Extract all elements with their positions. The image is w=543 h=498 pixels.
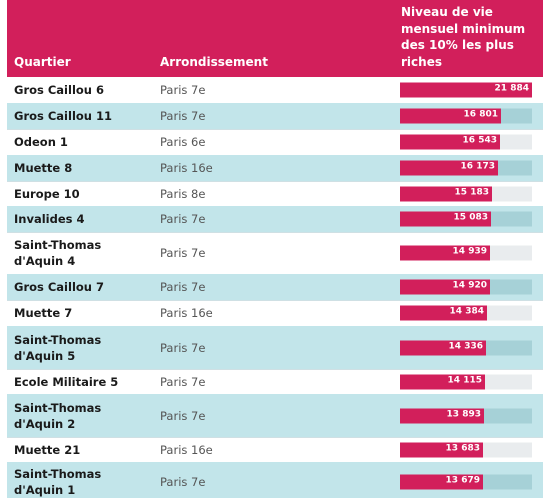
bar-fill: 21 884 [400, 82, 532, 98]
bar-fill: 14 115 [400, 374, 485, 389]
cell-quartier: Saint-Thomas d'Aquin 4 [14, 238, 102, 268]
bar-track: 16 801 [400, 108, 532, 124]
cell-quartier: Saint-Thomas d'Aquin 2 [14, 400, 102, 431]
cell-arrondissement: Paris 16e [160, 306, 213, 320]
cell-quartier: Muette 8 [14, 161, 73, 175]
table-row: Muette 7 Paris 16e 14 384 [7, 300, 543, 327]
cell-quartier: Saint-Thomas d'Aquin 1 [14, 467, 102, 497]
bar-fill: 15 083 [400, 211, 491, 227]
cell-quartier: Europe 10 [14, 186, 80, 201]
bar-value-label: 14 384 [449, 306, 484, 317]
table-row: Invalides 4 Paris 7e 15 083 [7, 206, 543, 233]
column-header-quartier[interactable]: Quartier [14, 55, 71, 69]
table-row: Saint-Thomas d'Aquin 5 Paris 7e 14 336 [7, 326, 543, 370]
cell-arrondissement: Paris 7e [160, 280, 206, 294]
cell-arrondissement: Paris 7e [160, 408, 206, 423]
table-row: Saint-Thomas d'Aquin 1 Paris 7e 13 679 [7, 462, 543, 498]
bar-track: 14 384 [400, 305, 532, 321]
bar-track: 14 920 [400, 279, 532, 295]
table-row: Gros Caillou 6 Paris 7e 21 884 [7, 77, 543, 104]
bar-fill: 13 679 [400, 474, 483, 490]
bar-fill: 13 683 [400, 442, 483, 457]
cell-arrondissement: Paris 7e [160, 83, 206, 97]
cell-arrondissement: Paris 7e [160, 109, 206, 123]
bar-fill: 13 893 [400, 408, 484, 423]
bar-value-label: 16 801 [463, 109, 498, 120]
bar-fill: 14 939 [400, 245, 490, 261]
cell-arrondissement: Paris 16e [160, 161, 213, 175]
cell-arrondissement: Paris 6e [160, 135, 206, 149]
cell-quartier: Invalides 4 [14, 212, 85, 226]
bar-fill: 14 920 [400, 279, 490, 295]
table-row: Odeon 1 Paris 6e 16 543 [7, 129, 543, 156]
cell-arrondissement: Paris 7e [160, 340, 206, 355]
bar-track: 13 683 [400, 442, 532, 457]
column-header-niveau-de-vie[interactable]: Niveau de vie mensuel minimum des 10% le… [401, 5, 526, 69]
bar-track: 14 115 [400, 374, 532, 389]
bar-track: 13 893 [400, 408, 532, 423]
bar-value-label: 13 893 [446, 409, 481, 419]
cell-quartier: Gros Caillou 7 [14, 280, 104, 294]
cell-quartier: Ecole Militaire 5 [14, 374, 119, 389]
cell-arrondissement: Paris 7e [160, 212, 206, 226]
table-row: Gros Caillou 11 Paris 7e 16 801 [7, 103, 543, 130]
cell-quartier: Muette 7 [14, 306, 73, 320]
cell-quartier: Muette 21 [14, 442, 81, 457]
cell-arrondissement: Paris 7e [160, 374, 206, 389]
table-row: Europe 10 Paris 8e 15 183 [7, 181, 543, 207]
table-row: Saint-Thomas d'Aquin 2 Paris 7e 13 893 [7, 394, 543, 438]
bar-value-label: 13 679 [445, 475, 480, 486]
bar-fill: 15 183 [400, 186, 492, 201]
table-row: Gros Caillou 7 Paris 7e 14 920 [7, 274, 543, 301]
table-row: Muette 8 Paris 16e 16 173 [7, 155, 543, 182]
bar-fill: 14 384 [400, 305, 487, 321]
bar-track: 16 543 [400, 134, 532, 150]
bar-value-label: 14 336 [448, 341, 483, 351]
bar-value-label: 14 920 [452, 280, 487, 291]
bar-track: 14 336 [400, 340, 532, 355]
table-row: Ecole Militaire 5 Paris 7e 14 115 [7, 369, 543, 395]
cell-quartier: Gros Caillou 11 [14, 109, 112, 123]
bar-value-label: 14 115 [447, 375, 482, 385]
bar-track: 15 183 [400, 186, 532, 201]
bar-fill: 16 173 [400, 160, 498, 176]
bar-track: 14 939 [400, 245, 532, 261]
cell-arrondissement: Paris 8e [160, 186, 206, 201]
bar-fill: 16 801 [400, 108, 501, 124]
cell-arrondissement: Paris 7e [160, 475, 206, 489]
bar-value-label: 13 683 [445, 443, 480, 453]
column-header-arrondissement[interactable]: Arrondissement [160, 55, 268, 69]
bar-value-label: 21 884 [494, 83, 529, 94]
table-row: Saint-Thomas d'Aquin 4 Paris 7e 14 939 [7, 232, 543, 275]
bar-value-label: 15 183 [454, 187, 489, 197]
bar-fill: 16 543 [400, 134, 500, 150]
bar-track: 21 884 [400, 82, 532, 98]
table-header: Quartier Arrondissement Niveau de vie me… [7, 0, 543, 77]
bar-fill: 14 336 [400, 340, 486, 355]
cell-arrondissement: Paris 16e [160, 442, 213, 457]
cell-quartier: Saint-Thomas d'Aquin 5 [14, 332, 102, 363]
bar-value-label: 14 939 [452, 246, 487, 257]
table-row: Muette 21 Paris 16e 13 683 [7, 437, 543, 463]
bar-value-label: 15 083 [453, 212, 488, 223]
cell-quartier: Odeon 1 [14, 135, 68, 149]
bar-track: 16 173 [400, 160, 532, 176]
bar-track: 15 083 [400, 211, 532, 227]
bar-value-label: 16 173 [460, 161, 495, 172]
bar-track: 13 679 [400, 474, 532, 490]
cell-arrondissement: Paris 7e [160, 246, 206, 260]
cell-quartier: Gros Caillou 6 [14, 83, 104, 97]
bar-value-label: 16 543 [462, 135, 497, 146]
